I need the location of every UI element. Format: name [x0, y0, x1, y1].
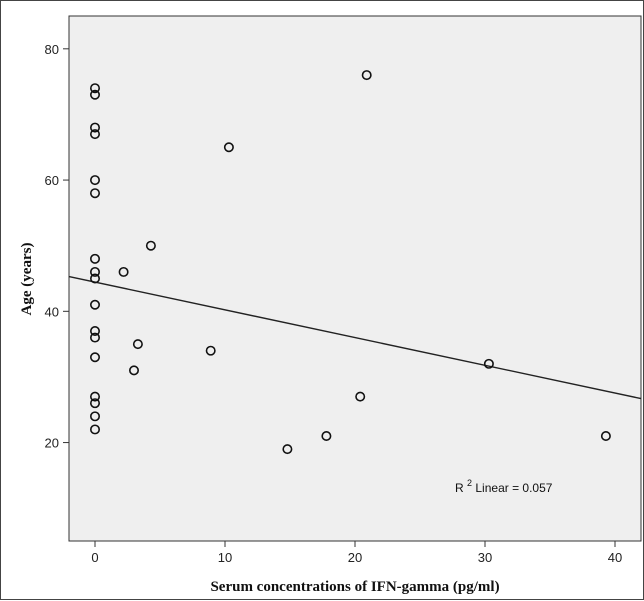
fit-line [68, 275, 642, 400]
data-point [145, 240, 156, 251]
data-point [90, 332, 101, 343]
r-squared-base: R [455, 481, 464, 495]
data-point [90, 83, 101, 94]
data-point [355, 391, 366, 402]
y-tick-label: 40 [45, 304, 59, 319]
data-point [90, 122, 101, 133]
data-point [600, 430, 611, 441]
plot-area [68, 15, 642, 542]
y-tick-label: 60 [45, 173, 59, 188]
data-point [205, 345, 216, 356]
x-tick-label: 20 [348, 550, 362, 565]
x-axis-title: Serum concentrations of IFN-gamma (pg/ml… [210, 579, 499, 595]
data-point [90, 273, 101, 284]
data-point [90, 266, 101, 277]
x-tick-label: 40 [608, 550, 622, 565]
data-point [90, 129, 101, 140]
data-point [90, 398, 101, 409]
r-squared-annotation: R 2 Linear = 0.057 [455, 475, 553, 495]
data-point [132, 339, 143, 350]
data-point [90, 325, 101, 336]
fit-line-group [68, 275, 642, 400]
data-point [321, 430, 332, 441]
data-point [90, 424, 101, 435]
r-squared-sup: 2 [467, 478, 472, 488]
data-point [90, 352, 101, 363]
data-point [90, 89, 101, 100]
data-point [90, 411, 101, 422]
y-tick-label: 80 [45, 42, 59, 57]
x-tick-label: 0 [91, 550, 98, 565]
data-point [90, 299, 101, 310]
x-tick-label: 10 [218, 550, 232, 565]
data-point [361, 70, 372, 81]
data-point [129, 365, 140, 376]
data-point [118, 266, 129, 277]
r-squared-text: Linear = 0.057 [475, 481, 552, 495]
data-point [90, 391, 101, 402]
data-point [282, 444, 293, 455]
axis-ticks: 20 40 60 80 0 10 20 30 40 [45, 42, 623, 565]
data-point [90, 188, 101, 199]
y-axis-title: Age (years) [19, 243, 35, 316]
data-point [483, 358, 494, 369]
data-point [223, 142, 234, 153]
data-points [90, 70, 611, 455]
x-tick-label: 30 [478, 550, 492, 565]
y-tick-label: 20 [45, 436, 59, 451]
data-point [90, 253, 101, 264]
data-point [90, 175, 101, 186]
